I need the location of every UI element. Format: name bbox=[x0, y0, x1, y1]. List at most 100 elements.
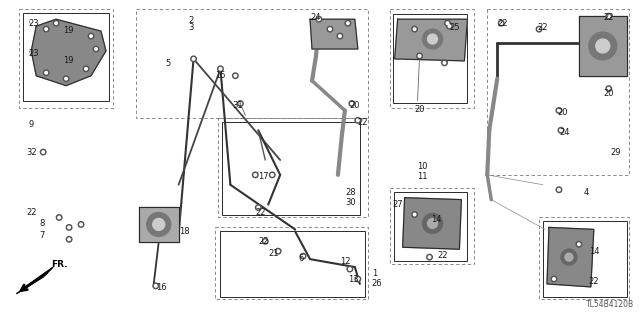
Circle shape bbox=[596, 39, 610, 53]
Circle shape bbox=[427, 254, 432, 260]
Text: 22: 22 bbox=[259, 237, 269, 246]
Circle shape bbox=[316, 16, 322, 22]
Circle shape bbox=[234, 75, 237, 77]
Polygon shape bbox=[579, 16, 627, 76]
Polygon shape bbox=[139, 207, 179, 242]
Text: 22: 22 bbox=[589, 277, 599, 286]
Text: 29: 29 bbox=[611, 148, 621, 157]
Text: 30: 30 bbox=[345, 198, 355, 207]
Circle shape bbox=[90, 35, 92, 37]
Text: 20: 20 bbox=[350, 100, 360, 109]
Circle shape bbox=[538, 28, 540, 30]
Polygon shape bbox=[395, 19, 467, 61]
Circle shape bbox=[413, 28, 416, 30]
Bar bbox=[390, 9, 474, 108]
Circle shape bbox=[40, 149, 46, 155]
Text: 18: 18 bbox=[179, 228, 189, 236]
Circle shape bbox=[345, 20, 351, 26]
Circle shape bbox=[84, 68, 87, 70]
Text: 9: 9 bbox=[28, 120, 33, 129]
Circle shape bbox=[356, 119, 359, 122]
Circle shape bbox=[337, 33, 342, 39]
Circle shape bbox=[561, 249, 577, 265]
Circle shape bbox=[154, 285, 157, 287]
Circle shape bbox=[606, 86, 612, 92]
Circle shape bbox=[536, 26, 542, 32]
Circle shape bbox=[448, 25, 451, 28]
Text: 23: 23 bbox=[28, 19, 39, 28]
Text: 10: 10 bbox=[417, 162, 428, 171]
Circle shape bbox=[422, 213, 442, 233]
Text: 22: 22 bbox=[26, 208, 36, 217]
Text: 20: 20 bbox=[604, 89, 614, 98]
Text: FR.: FR. bbox=[51, 260, 68, 269]
Circle shape bbox=[277, 250, 280, 252]
Circle shape bbox=[607, 15, 610, 18]
Bar bbox=[394, 192, 467, 261]
Text: 22: 22 bbox=[497, 19, 508, 28]
Text: 14: 14 bbox=[431, 214, 442, 224]
Text: 3: 3 bbox=[189, 23, 194, 32]
Circle shape bbox=[63, 76, 69, 82]
Circle shape bbox=[218, 66, 223, 72]
Circle shape bbox=[253, 172, 258, 178]
Circle shape bbox=[300, 253, 306, 259]
Text: 22: 22 bbox=[255, 208, 266, 217]
Polygon shape bbox=[403, 198, 461, 249]
Circle shape bbox=[607, 87, 610, 90]
Circle shape bbox=[499, 20, 504, 26]
Circle shape bbox=[556, 187, 562, 193]
Circle shape bbox=[349, 101, 355, 106]
Circle shape bbox=[356, 278, 359, 280]
Circle shape bbox=[412, 26, 417, 32]
Circle shape bbox=[237, 101, 243, 106]
Circle shape bbox=[78, 222, 84, 227]
Circle shape bbox=[558, 127, 564, 133]
Circle shape bbox=[264, 240, 266, 243]
Bar bbox=[543, 221, 627, 297]
Bar bbox=[19, 9, 113, 108]
Text: 15: 15 bbox=[216, 71, 226, 80]
Circle shape bbox=[257, 206, 260, 209]
Circle shape bbox=[255, 205, 261, 210]
Circle shape bbox=[239, 102, 242, 105]
Circle shape bbox=[422, 29, 442, 49]
Circle shape bbox=[56, 215, 62, 220]
Text: 16: 16 bbox=[156, 283, 166, 292]
Circle shape bbox=[442, 60, 447, 66]
Text: 19: 19 bbox=[63, 26, 74, 35]
Circle shape bbox=[42, 151, 44, 153]
Text: 17: 17 bbox=[259, 172, 269, 181]
Circle shape bbox=[80, 223, 83, 226]
Circle shape bbox=[412, 212, 417, 217]
Circle shape bbox=[445, 20, 450, 26]
Text: 5: 5 bbox=[166, 59, 171, 68]
Circle shape bbox=[232, 73, 238, 78]
Bar bbox=[390, 188, 474, 264]
Circle shape bbox=[147, 212, 171, 236]
Bar bbox=[223, 122, 360, 214]
Circle shape bbox=[53, 20, 59, 26]
Circle shape bbox=[557, 188, 560, 191]
Text: 25: 25 bbox=[449, 23, 460, 32]
Text: 22: 22 bbox=[358, 118, 369, 127]
Bar bbox=[539, 218, 628, 299]
Circle shape bbox=[428, 219, 438, 228]
Circle shape bbox=[153, 219, 164, 230]
Circle shape bbox=[339, 35, 341, 37]
Polygon shape bbox=[547, 228, 594, 287]
Text: 22: 22 bbox=[604, 13, 614, 22]
Text: 20: 20 bbox=[415, 106, 425, 115]
Circle shape bbox=[355, 276, 360, 282]
Circle shape bbox=[606, 13, 612, 19]
Circle shape bbox=[447, 23, 452, 29]
Bar bbox=[487, 9, 628, 175]
Polygon shape bbox=[17, 267, 53, 294]
Circle shape bbox=[269, 172, 275, 178]
Text: 21: 21 bbox=[268, 249, 279, 258]
Circle shape bbox=[45, 71, 47, 74]
Circle shape bbox=[65, 77, 67, 80]
Circle shape bbox=[254, 174, 257, 176]
Circle shape bbox=[44, 70, 49, 76]
Circle shape bbox=[576, 242, 582, 247]
